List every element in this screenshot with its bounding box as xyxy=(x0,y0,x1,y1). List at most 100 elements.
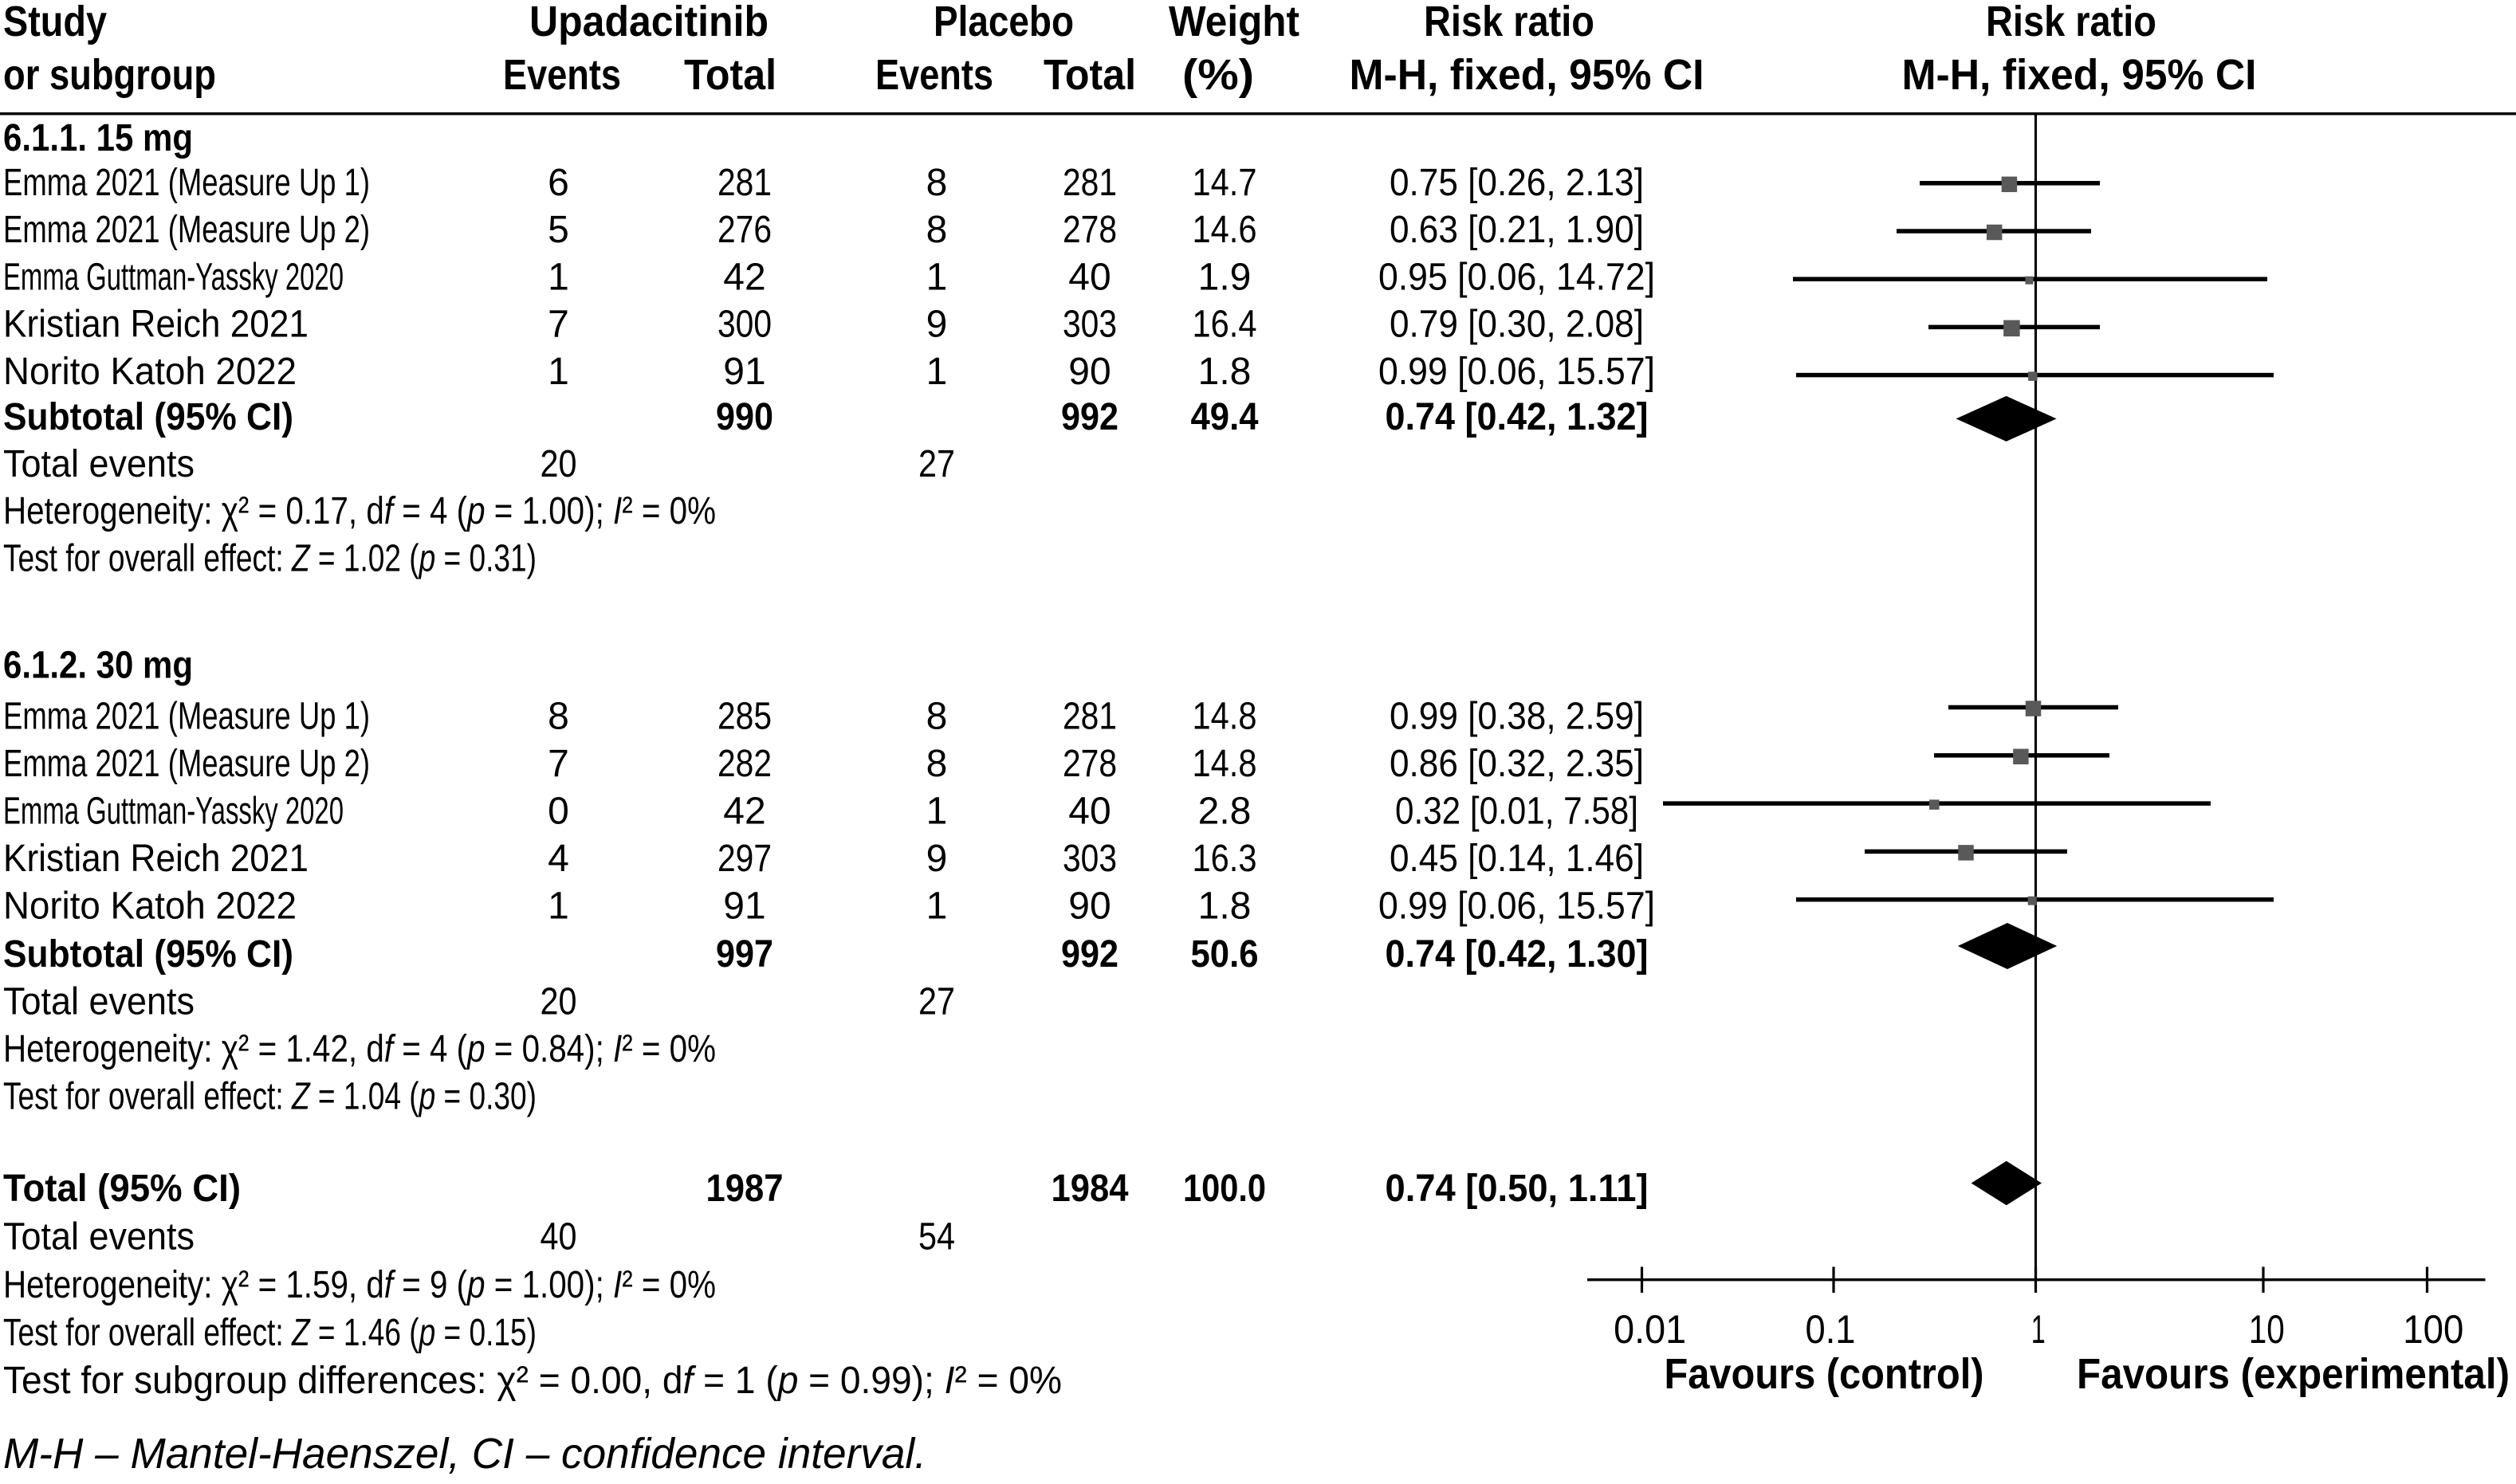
svg-text:1987: 1987 xyxy=(706,1168,784,1210)
svg-text:8: 8 xyxy=(926,209,948,251)
svg-text:20: 20 xyxy=(541,981,577,1023)
svg-text:0.74 [0.42, 1.30]: 0.74 [0.42, 1.30] xyxy=(1386,933,1649,976)
svg-text:992: 992 xyxy=(1061,396,1118,438)
svg-text:Risk ratio: Risk ratio xyxy=(1424,0,1594,45)
svg-text:2.8: 2.8 xyxy=(1198,791,1252,833)
svg-text:297: 297 xyxy=(717,838,772,880)
svg-text:27: 27 xyxy=(918,981,955,1023)
svg-text:14.6: 14.6 xyxy=(1193,209,1257,251)
svg-text:0.01: 0.01 xyxy=(1614,1307,1686,1352)
svg-text:20: 20 xyxy=(541,443,577,485)
svg-text:276: 276 xyxy=(717,209,772,251)
svg-text:Placebo: Placebo xyxy=(934,0,1074,45)
svg-text:Risk ratio: Risk ratio xyxy=(1986,0,2156,45)
svg-text:42: 42 xyxy=(723,256,765,298)
svg-text:40: 40 xyxy=(1068,791,1111,833)
svg-text:0: 0 xyxy=(548,791,569,833)
svg-text:8: 8 xyxy=(926,162,948,204)
svg-text:Total: Total xyxy=(1044,51,1136,99)
svg-text:42: 42 xyxy=(723,791,765,833)
svg-text:Heterogeneity: χ² = 1.42, df =: Heterogeneity: χ² = 1.42, df = 4 (p = 0.… xyxy=(3,1028,716,1070)
svg-text:0.99 [0.06, 15.57]: 0.99 [0.06, 15.57] xyxy=(1378,885,1655,928)
svg-text:0.1: 0.1 xyxy=(1806,1307,1856,1352)
svg-text:9: 9 xyxy=(926,304,948,346)
svg-text:Events: Events xyxy=(503,51,621,99)
svg-text:Weight: Weight xyxy=(1169,0,1299,45)
svg-text:0.99 [0.06, 15.57]: 0.99 [0.06, 15.57] xyxy=(1378,351,1655,393)
svg-text:0.99 [0.38, 2.59]: 0.99 [0.38, 2.59] xyxy=(1390,696,1644,738)
svg-text:0.32 [0.01, 7.58]: 0.32 [0.01, 7.58] xyxy=(1395,791,1638,833)
svg-text:M-H, fixed, 95% CI: M-H, fixed, 95% CI xyxy=(1902,51,2257,99)
svg-text:8: 8 xyxy=(548,696,569,738)
svg-text:285: 285 xyxy=(717,696,772,738)
svg-text:1: 1 xyxy=(926,351,948,393)
svg-text:992: 992 xyxy=(1061,933,1118,976)
svg-text:8: 8 xyxy=(926,743,948,785)
svg-text:Norito Katoh 2022: Norito Katoh 2022 xyxy=(3,351,297,393)
svg-text:Favours (experimental): Favours (experimental) xyxy=(2077,1350,2510,1398)
svg-text:10: 10 xyxy=(2249,1307,2285,1352)
svg-text:1984: 1984 xyxy=(1052,1168,1129,1210)
svg-text:1: 1 xyxy=(548,256,569,298)
svg-text:281: 281 xyxy=(717,162,772,204)
svg-text:or subgroup: or subgroup xyxy=(3,51,216,99)
svg-text:1.9: 1.9 xyxy=(1198,256,1252,298)
svg-text:91: 91 xyxy=(723,351,765,393)
svg-text:Upadacitinib: Upadacitinib xyxy=(529,0,769,45)
svg-text:0.86 [0.32, 2.35]: 0.86 [0.32, 2.35] xyxy=(1390,743,1644,785)
svg-text:Test for overall effect: Z = 1: Test for overall effect: Z = 1.46 (p = 0… xyxy=(3,1312,537,1354)
svg-text:Test for overall effect: Z = 1: Test for overall effect: Z = 1.02 (p = 0… xyxy=(3,538,537,580)
svg-text:50.6: 50.6 xyxy=(1191,933,1259,976)
svg-text:1: 1 xyxy=(926,885,948,928)
svg-text:Heterogeneity: χ² = 0.17, df =: Heterogeneity: χ² = 0.17, df = 4 (p = 1.… xyxy=(3,490,716,532)
svg-text:997: 997 xyxy=(716,933,773,976)
svg-text:Test for subgroup differences:: Test for subgroup differences: χ² = 0.00… xyxy=(3,1360,1062,1402)
svg-text:Total (95% CI): Total (95% CI) xyxy=(3,1168,241,1210)
svg-text:91: 91 xyxy=(723,885,765,928)
svg-text:1: 1 xyxy=(548,351,569,393)
svg-text:0.75 [0.26, 2.13]: 0.75 [0.26, 2.13] xyxy=(1390,162,1644,204)
svg-text:Kristian Reich 2021: Kristian Reich 2021 xyxy=(3,838,309,880)
svg-text:Emma Guttman-Yassky 2020: Emma Guttman-Yassky 2020 xyxy=(3,791,344,833)
svg-text:1.8: 1.8 xyxy=(1198,885,1252,928)
svg-text:6.1.1. 15 mg: 6.1.1. 15 mg xyxy=(3,117,193,159)
svg-text:303: 303 xyxy=(1063,838,1117,880)
svg-text:5: 5 xyxy=(548,209,569,251)
svg-text:0.79 [0.30, 2.08]: 0.79 [0.30, 2.08] xyxy=(1390,304,1644,346)
svg-text:(%): (%) xyxy=(1182,51,1254,99)
svg-text:Subtotal (95% CI): Subtotal (95% CI) xyxy=(3,933,293,976)
svg-text:14.7: 14.7 xyxy=(1193,162,1257,204)
svg-text:1: 1 xyxy=(2031,1307,2046,1352)
svg-text:0.74 [0.50, 1.11]: 0.74 [0.50, 1.11] xyxy=(1386,1168,1649,1210)
svg-text:6.1.2. 30 mg: 6.1.2. 30 mg xyxy=(3,645,193,687)
svg-text:6: 6 xyxy=(548,162,569,204)
svg-text:90: 90 xyxy=(1068,885,1111,928)
svg-text:Emma 2021 (Measure Up 1): Emma 2021 (Measure Up 1) xyxy=(3,162,370,204)
svg-text:14.8: 14.8 xyxy=(1193,743,1257,785)
svg-text:278: 278 xyxy=(1063,743,1117,785)
svg-text:Study: Study xyxy=(3,0,107,45)
svg-text:303: 303 xyxy=(1063,304,1117,346)
svg-text:0.45 [0.14, 1.46]: 0.45 [0.14, 1.46] xyxy=(1390,838,1644,880)
svg-text:Emma 2021 (Measure Up 2): Emma 2021 (Measure Up 2) xyxy=(3,743,370,785)
svg-text:990: 990 xyxy=(716,396,773,438)
svg-text:49.4: 49.4 xyxy=(1191,396,1259,438)
svg-text:Subtotal (95% CI): Subtotal (95% CI) xyxy=(3,396,293,438)
svg-text:1: 1 xyxy=(548,885,569,928)
svg-text:Emma 2021 (Measure Up 1): Emma 2021 (Measure Up 1) xyxy=(3,696,370,738)
svg-text:1.8: 1.8 xyxy=(1198,351,1252,393)
svg-text:Total events: Total events xyxy=(3,443,195,485)
svg-text:300: 300 xyxy=(717,304,772,346)
svg-text:Heterogeneity: χ² = 1.59, df =: Heterogeneity: χ² = 1.59, df = 9 (p = 1.… xyxy=(3,1264,716,1306)
svg-text:16.4: 16.4 xyxy=(1193,304,1257,346)
svg-text:1: 1 xyxy=(926,256,948,298)
svg-text:27: 27 xyxy=(918,443,955,485)
svg-text:90: 90 xyxy=(1068,351,1111,393)
svg-text:14.8: 14.8 xyxy=(1193,696,1257,738)
svg-text:0.95 [0.06, 14.72]: 0.95 [0.06, 14.72] xyxy=(1378,256,1655,298)
svg-text:278: 278 xyxy=(1063,209,1117,251)
svg-text:Total events: Total events xyxy=(3,981,195,1023)
svg-text:100: 100 xyxy=(2403,1307,2463,1352)
svg-text:281: 281 xyxy=(1063,696,1117,738)
svg-text:7: 7 xyxy=(548,743,569,785)
